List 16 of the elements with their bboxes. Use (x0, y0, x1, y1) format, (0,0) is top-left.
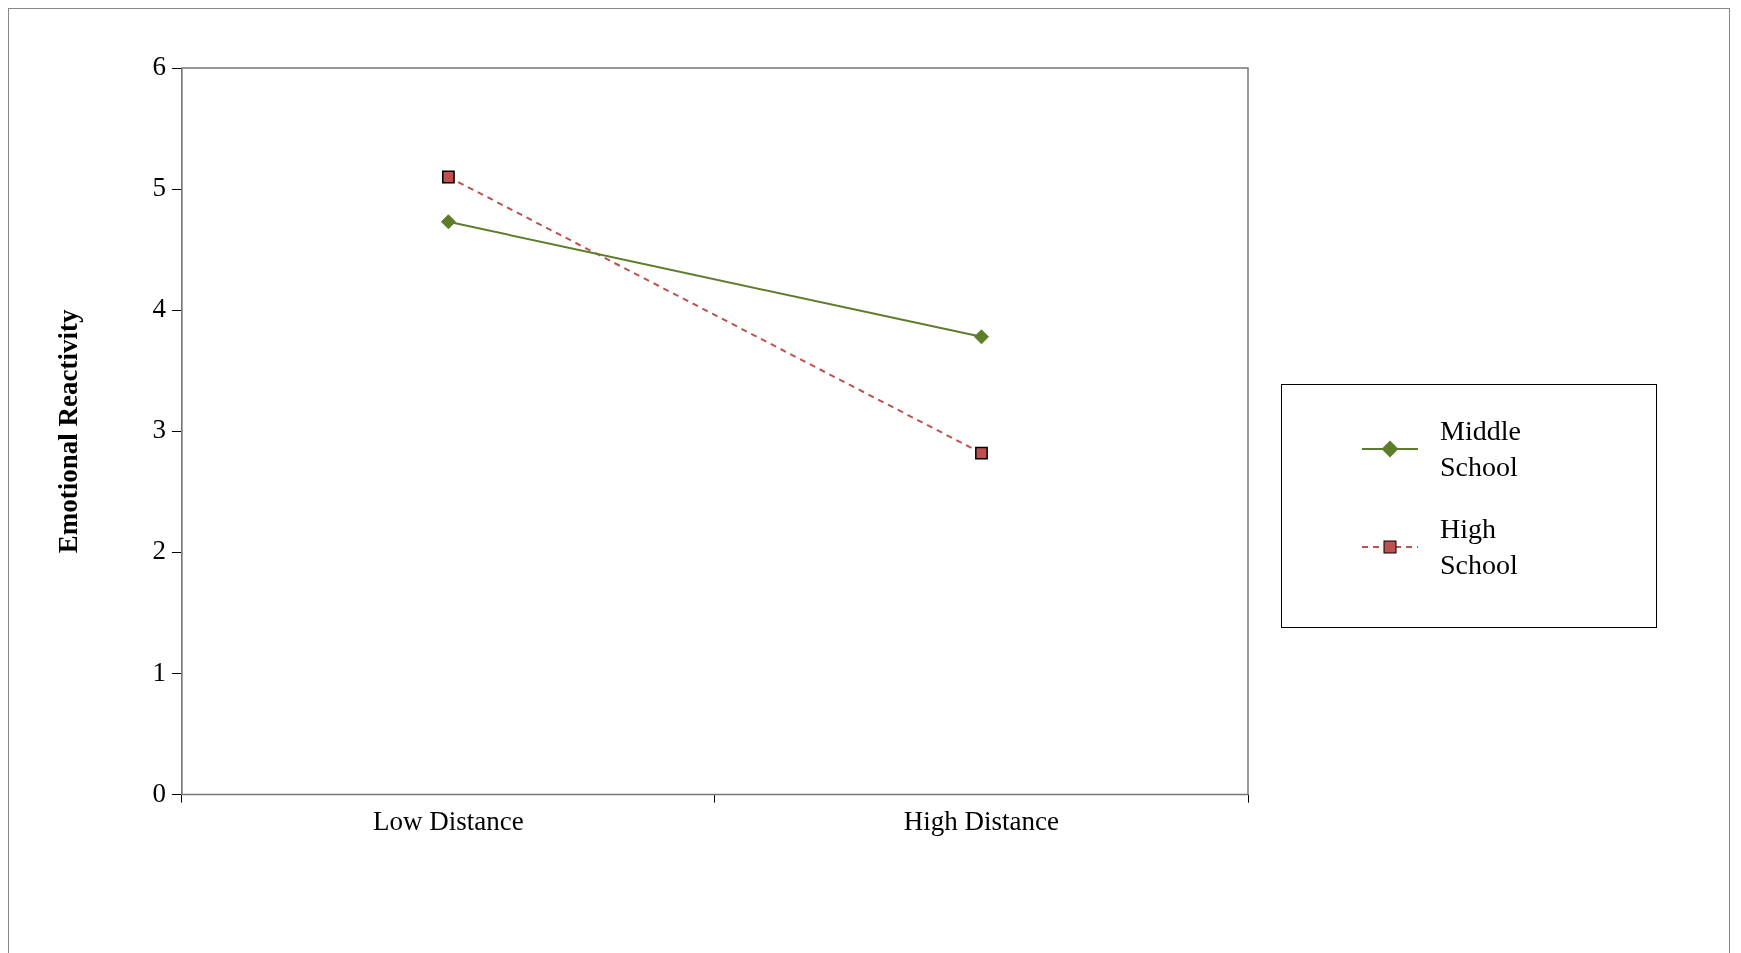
legend-label: Middle School (1440, 414, 1522, 484)
x-tick-label: Low Distance (373, 805, 524, 836)
y-axis-title: Emotional Reactivity (53, 308, 84, 554)
y-tick-label: 0 (152, 777, 166, 808)
y-tick-label: 3 (152, 414, 166, 445)
y-tick-label: 1 (152, 656, 166, 687)
y-tick-label: 6 (152, 51, 166, 82)
y-tick-label: 4 (152, 293, 167, 324)
point (973, 329, 989, 345)
point (442, 170, 455, 184)
point (440, 214, 456, 230)
y-tick-label: 5 (152, 172, 166, 203)
point (975, 446, 988, 460)
y-tick-label: 2 (152, 535, 166, 566)
x-tick-label: High Distance (903, 805, 1060, 836)
legend-label: High School (1440, 512, 1519, 582)
